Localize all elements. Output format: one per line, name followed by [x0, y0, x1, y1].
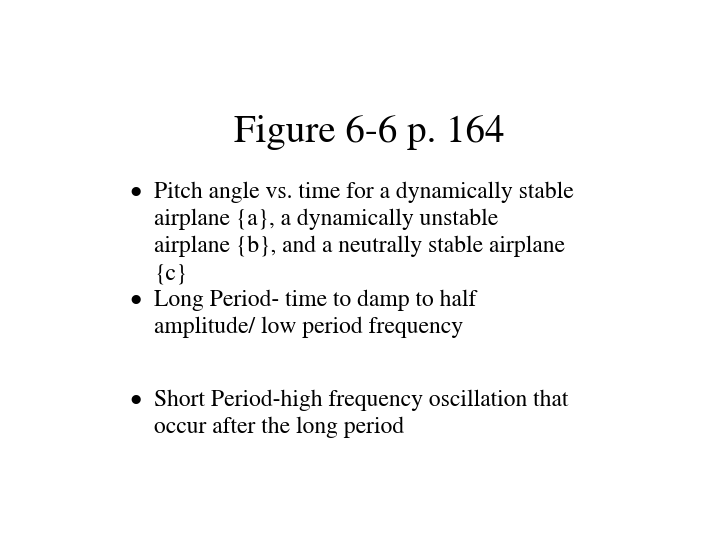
- Text: •: •: [129, 181, 141, 202]
- Text: •: •: [129, 289, 141, 310]
- Text: Pitch angle vs. time for a dynamically stable
airplane {a}, a dynamically unstab: Pitch angle vs. time for a dynamically s…: [154, 181, 574, 284]
- Text: Figure 6-6 p. 164: Figure 6-6 p. 164: [234, 114, 504, 150]
- Text: Long Period- time to damp to half
amplitude/ low period frequency: Long Period- time to damp to half amplit…: [154, 289, 477, 338]
- Text: •: •: [129, 389, 141, 410]
- Text: Short Period-high frequency oscillation that
occur after the long period: Short Period-high frequency oscillation …: [154, 389, 569, 438]
